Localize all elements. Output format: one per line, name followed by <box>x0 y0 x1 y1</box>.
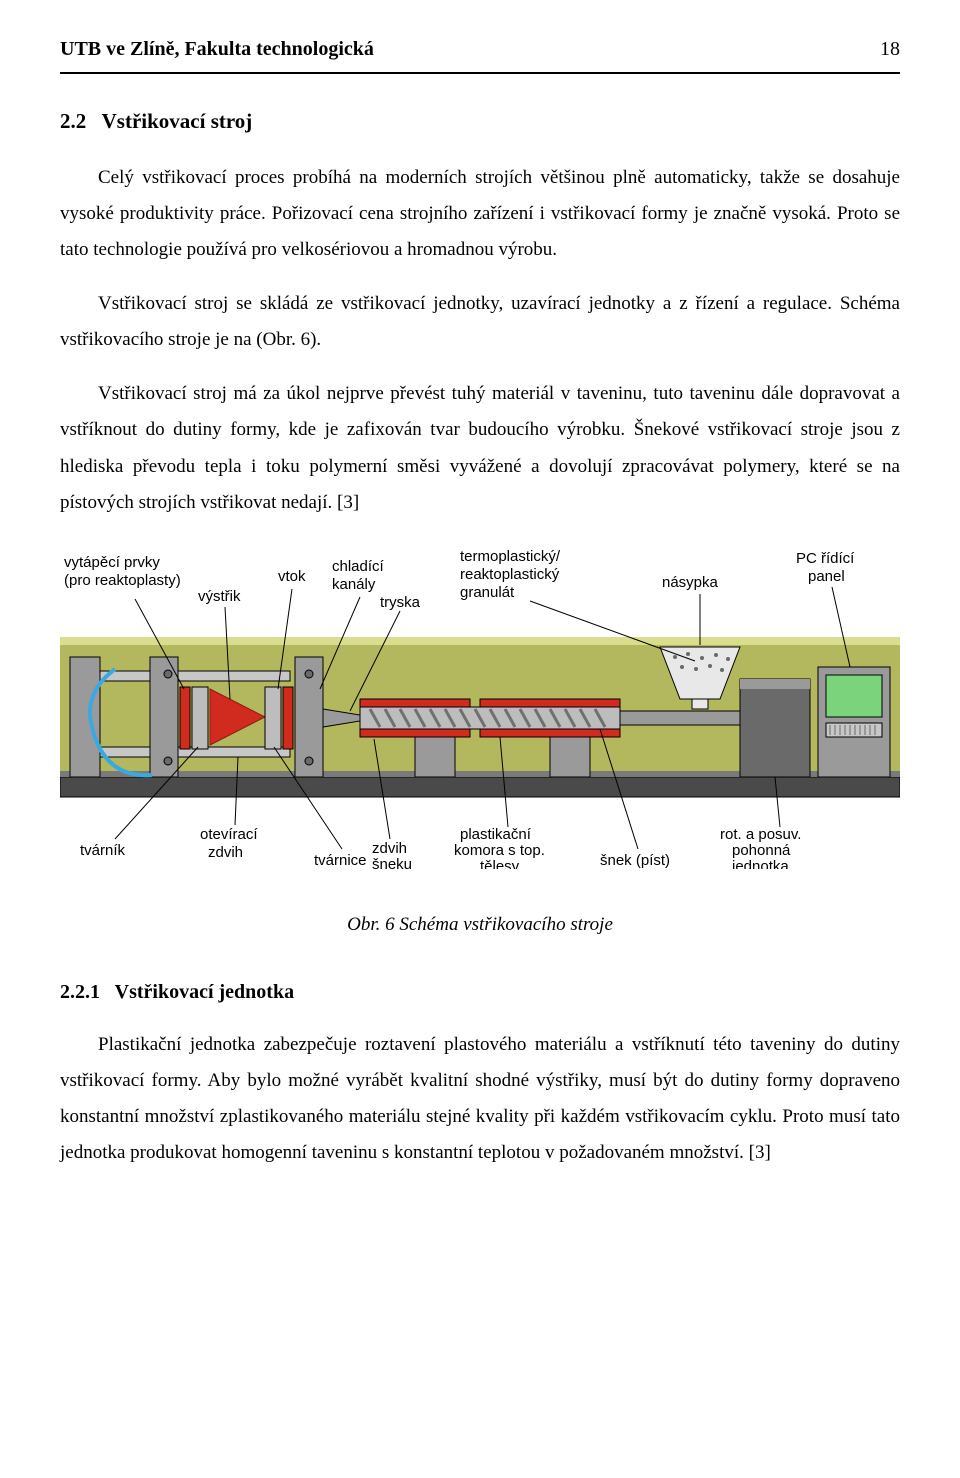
injection-machine-svg: vytápěcí prvky (pro reaktoplasty) výstři… <box>60 539 900 869</box>
label-tryska: tryska <box>380 594 421 611</box>
label-tvarnice: tvárnice <box>314 852 367 869</box>
label-snek: šnek (píst) <box>600 852 670 869</box>
label-drive-2: pohonná <box>732 842 791 859</box>
label-drive-1: rot. a posuv. <box>720 826 801 843</box>
label-heating-elements-1: vytápěcí prvky <box>64 554 160 571</box>
label-plastikacni-3: tělesy <box>480 858 520 869</box>
label-vtok: vtok <box>278 568 306 585</box>
paragraph-2: Vstřikovací stroj se skládá ze vstřikova… <box>60 286 900 358</box>
label-zdvih-sneku-1: zdvih <box>372 840 407 857</box>
label-hopper: násypka <box>662 574 719 591</box>
label-granulate-1: termoplastický/ <box>460 548 561 565</box>
subsection-paragraph-1: Plastikační jednotka zabezpečuje roztave… <box>60 1027 900 1171</box>
label-tvarnik: tvárník <box>80 842 126 859</box>
paragraph-3: Vstřikovací stroj má za úkol nejprve pře… <box>60 376 900 520</box>
subsection-title: Vstřikovací jednotka <box>115 981 294 1003</box>
label-otviraci-2: zdvih <box>208 844 243 861</box>
label-granulate-2: reaktoplastický <box>460 566 560 583</box>
label-pc-2: panel <box>808 568 845 585</box>
label-heating-elements-2: (pro reaktoplasty) <box>64 572 181 589</box>
label-cooling-1: chladící <box>332 558 385 575</box>
section-heading: 2.2 Vstřikovací stroj <box>60 102 900 142</box>
header-title: UTB ve Zlíně, Fakulta technologická <box>60 30 374 68</box>
label-vystrik: výstřik <box>198 588 241 605</box>
section-title: Vstřikovací stroj <box>102 109 253 133</box>
section-number: 2.2 <box>60 109 86 133</box>
label-pc-1: PC řídící <box>796 550 855 567</box>
subsection-number: 2.2.1 <box>60 981 100 1003</box>
subsection-heading: 2.2.1 Vstřikovací jednotka <box>60 973 900 1011</box>
page-header: UTB ve Zlíně, Fakulta technologická 18 <box>60 30 900 74</box>
paragraph-1: Celý vstřikovací proces probíhá na moder… <box>60 160 900 268</box>
label-drive-3: jednotka <box>731 858 789 869</box>
label-plastikacni-1: plastikační <box>460 826 532 843</box>
label-plastikacni-2: komora s top. <box>454 842 545 859</box>
header-page-number: 18 <box>880 30 900 68</box>
figure-caption: Obr. 6 Schéma vstřikovacího stroje <box>60 907 900 943</box>
label-zdvih-sneku-2: šneku <box>372 856 412 869</box>
label-granulate-3: granulát <box>460 584 515 601</box>
label-cooling-2: kanály <box>332 576 376 593</box>
label-otviraci-1: otevírací <box>200 826 258 843</box>
figure-injection-machine: vytápěcí prvky (pro reaktoplasty) výstři… <box>60 539 900 869</box>
